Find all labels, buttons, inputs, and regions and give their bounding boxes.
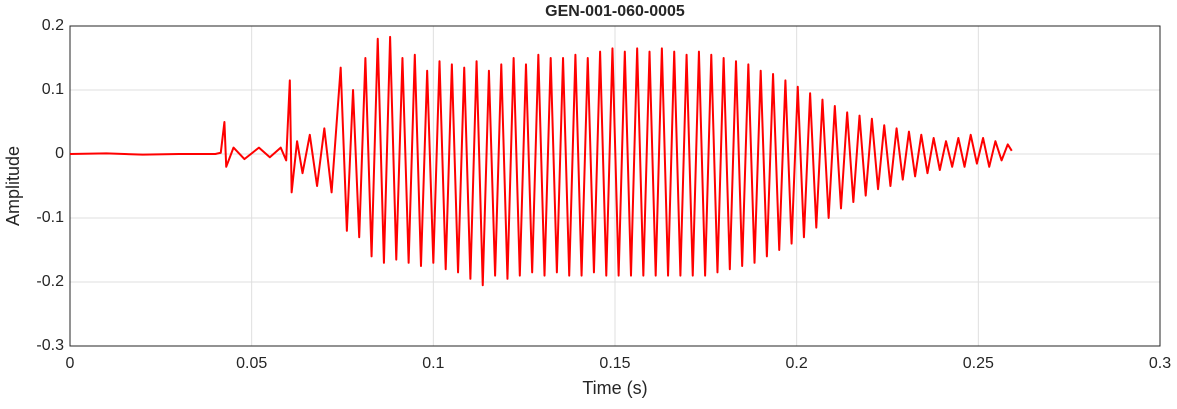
x-tick-label: 0.25	[963, 355, 994, 372]
x-tick-label: 0.15	[599, 355, 630, 372]
y-tick-label: 0	[55, 145, 64, 162]
chart-title: GEN-001-060-0005	[545, 3, 685, 20]
y-tick-label: 0.1	[42, 81, 64, 98]
plot-frame	[69, 25, 1161, 347]
x-tick-label: 0	[66, 355, 75, 372]
y-axis-label: Amplitude	[3, 146, 23, 226]
x-tick-label: 0.05	[236, 355, 267, 372]
x-tick-label: 0.1	[422, 355, 444, 372]
y-tick-label: -0.1	[36, 209, 64, 226]
x-axis-label: Time (s)	[582, 378, 647, 398]
y-tick-label: -0.2	[36, 273, 64, 290]
y-tick-label: -0.3	[36, 337, 64, 354]
x-tick-label: 0.2	[786, 355, 808, 372]
x-tick-label: 0.3	[1149, 355, 1171, 372]
y-tick-label: 0.2	[42, 17, 64, 34]
waveform-line	[69, 35, 1013, 287]
